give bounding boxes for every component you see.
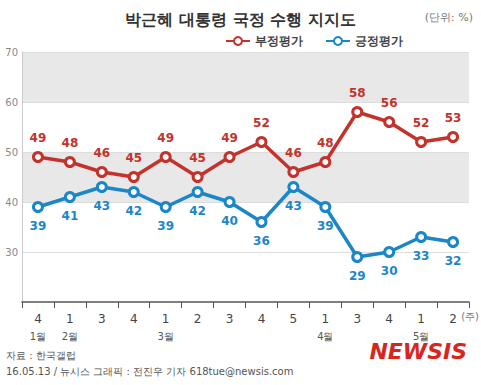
svg-text:1: 1 — [417, 312, 425, 326]
svg-text:52: 52 — [253, 116, 270, 130]
svg-text:30: 30 — [5, 247, 18, 258]
svg-text:45: 45 — [189, 151, 206, 165]
svg-text:3: 3 — [353, 312, 361, 326]
svg-text:48: 48 — [62, 136, 79, 150]
svg-text:5월: 5월 — [413, 331, 429, 342]
svg-text:3: 3 — [98, 312, 106, 326]
svg-text:긍정평가: 긍정평가 — [355, 34, 403, 48]
svg-text:53: 53 — [445, 111, 462, 125]
svg-text:45: 45 — [125, 151, 142, 165]
svg-text:2: 2 — [194, 312, 202, 326]
svg-text:4: 4 — [258, 312, 266, 326]
svg-text:56: 56 — [381, 96, 398, 110]
svg-text:29: 29 — [349, 269, 366, 283]
svg-text:3월: 3월 — [157, 331, 173, 342]
svg-text:NEWSIS: NEWSIS — [369, 339, 467, 364]
svg-text:70: 70 — [5, 47, 18, 58]
svg-text:4: 4 — [130, 312, 138, 326]
svg-text:자료 : 한국갤럽: 자료 : 한국갤럽 — [6, 350, 76, 361]
svg-text:40: 40 — [5, 197, 18, 208]
svg-text:52: 52 — [413, 116, 430, 130]
svg-text:1: 1 — [322, 312, 330, 326]
svg-text:49: 49 — [221, 131, 238, 145]
svg-text:4월: 4월 — [317, 331, 333, 342]
svg-text:1: 1 — [162, 312, 170, 326]
svg-text:2: 2 — [449, 312, 457, 326]
svg-text:46: 46 — [93, 146, 110, 160]
svg-text:43: 43 — [285, 199, 302, 213]
svg-text:(단위: %): (단위: %) — [425, 11, 473, 24]
svg-text:4: 4 — [385, 312, 393, 326]
svg-text:부정평가: 부정평가 — [255, 34, 303, 48]
svg-text:박근혜 대통령 국정 수행 지지도: 박근혜 대통령 국정 수행 지지도 — [125, 10, 355, 29]
svg-text:46: 46 — [285, 146, 302, 160]
svg-text:1: 1 — [66, 312, 74, 326]
svg-text:60: 60 — [5, 97, 18, 108]
svg-text:3: 3 — [226, 312, 234, 326]
svg-text:41: 41 — [62, 209, 79, 223]
svg-text:30: 30 — [381, 264, 398, 278]
svg-text:2월: 2월 — [62, 331, 78, 342]
svg-text:43: 43 — [93, 199, 110, 213]
svg-text:39: 39 — [30, 219, 47, 233]
svg-text:4: 4 — [34, 312, 42, 326]
svg-text:58: 58 — [349, 86, 366, 100]
svg-text:(주): (주) — [461, 311, 479, 322]
svg-text:50: 50 — [5, 147, 18, 158]
svg-text:33: 33 — [413, 249, 430, 263]
svg-text:42: 42 — [189, 204, 206, 218]
svg-text:42: 42 — [125, 204, 142, 218]
svg-text:49: 49 — [157, 131, 174, 145]
svg-text:39: 39 — [157, 219, 174, 233]
svg-text:1월: 1월 — [30, 331, 46, 342]
svg-text:36: 36 — [253, 234, 270, 248]
svg-text:40: 40 — [221, 214, 238, 228]
svg-text:16.05.13 / 뉴시스 그래픽 : 전진우 기자 61: 16.05.13 / 뉴시스 그래픽 : 전진우 기자 618tue@newsi… — [6, 366, 293, 377]
svg-text:39: 39 — [317, 219, 334, 233]
svg-text:5: 5 — [290, 312, 298, 326]
svg-text:49: 49 — [30, 131, 47, 145]
svg-text:48: 48 — [317, 136, 334, 150]
svg-text:32: 32 — [445, 254, 462, 268]
